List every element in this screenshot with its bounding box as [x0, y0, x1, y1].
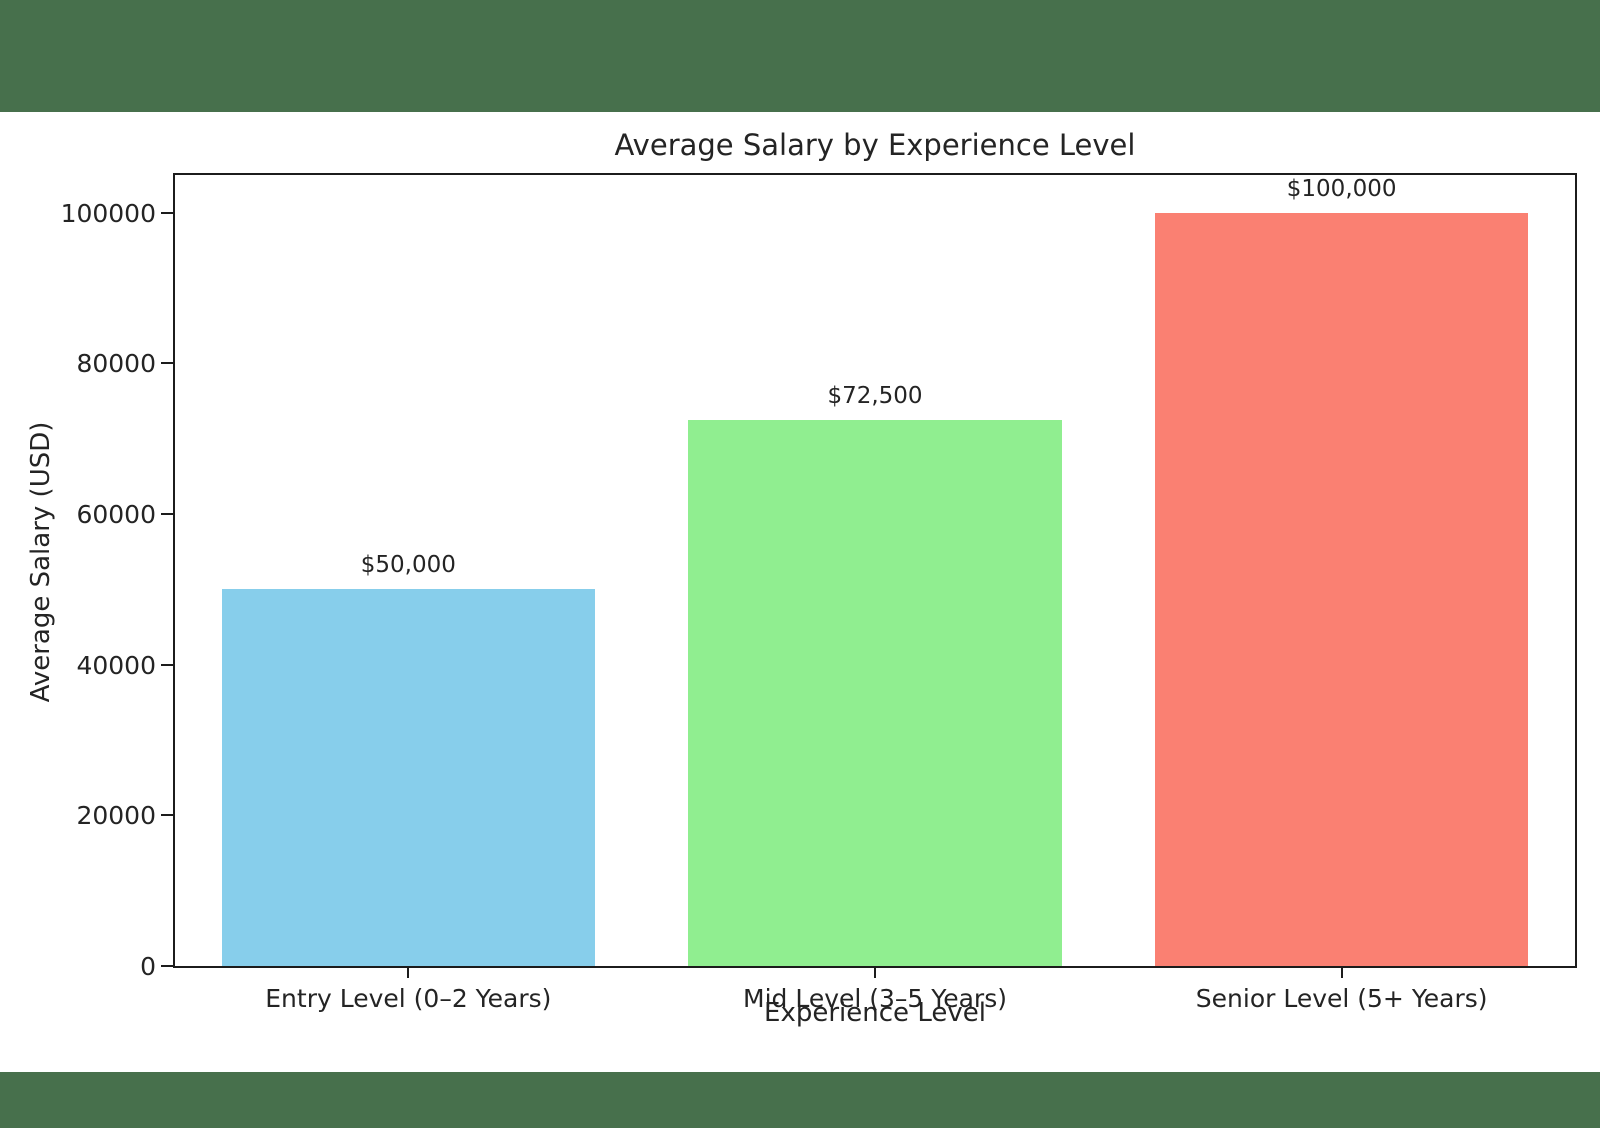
bar-entry-level-0-2-years [221, 589, 595, 966]
y-tick [161, 362, 173, 365]
bar-value-label: $72,500 [827, 382, 923, 409]
y-tick-label: 0 [140, 952, 156, 981]
y-tick [161, 663, 173, 666]
bar-value-label: $100,000 [1286, 175, 1397, 202]
y-tick-label: 80000 [76, 349, 156, 379]
x-tick [874, 968, 876, 978]
y-tick-label: 100000 [60, 198, 156, 228]
chart-title: Average Salary by Experience Level [614, 128, 1136, 162]
plot-area: $50,000 $72,500 $100,000 [173, 173, 1577, 968]
y-tick [161, 513, 173, 515]
y-tick [161, 814, 173, 817]
x-axis-label: Experience Level [764, 998, 986, 1028]
y-tick [161, 965, 173, 967]
bar-senior-level-5-years [1155, 212, 1529, 966]
x-tick-label: Senior Level (5+ Years) [1195, 984, 1488, 1013]
bar-mid-level-3-5-years [688, 419, 1062, 966]
y-tick-label: 20000 [76, 801, 156, 831]
x-tick [407, 968, 410, 978]
x-tick [1340, 968, 1343, 978]
x-tick-label: Entry Level (0–2 Years) [265, 984, 552, 1013]
x-tick-label: Mid Level (3–5 Years) [743, 984, 1007, 1013]
y-tick-label: 40000 [76, 650, 156, 680]
bar-value-label: $50,000 [360, 552, 456, 579]
y-tick-label: 60000 [76, 500, 156, 529]
y-tick [161, 211, 173, 214]
